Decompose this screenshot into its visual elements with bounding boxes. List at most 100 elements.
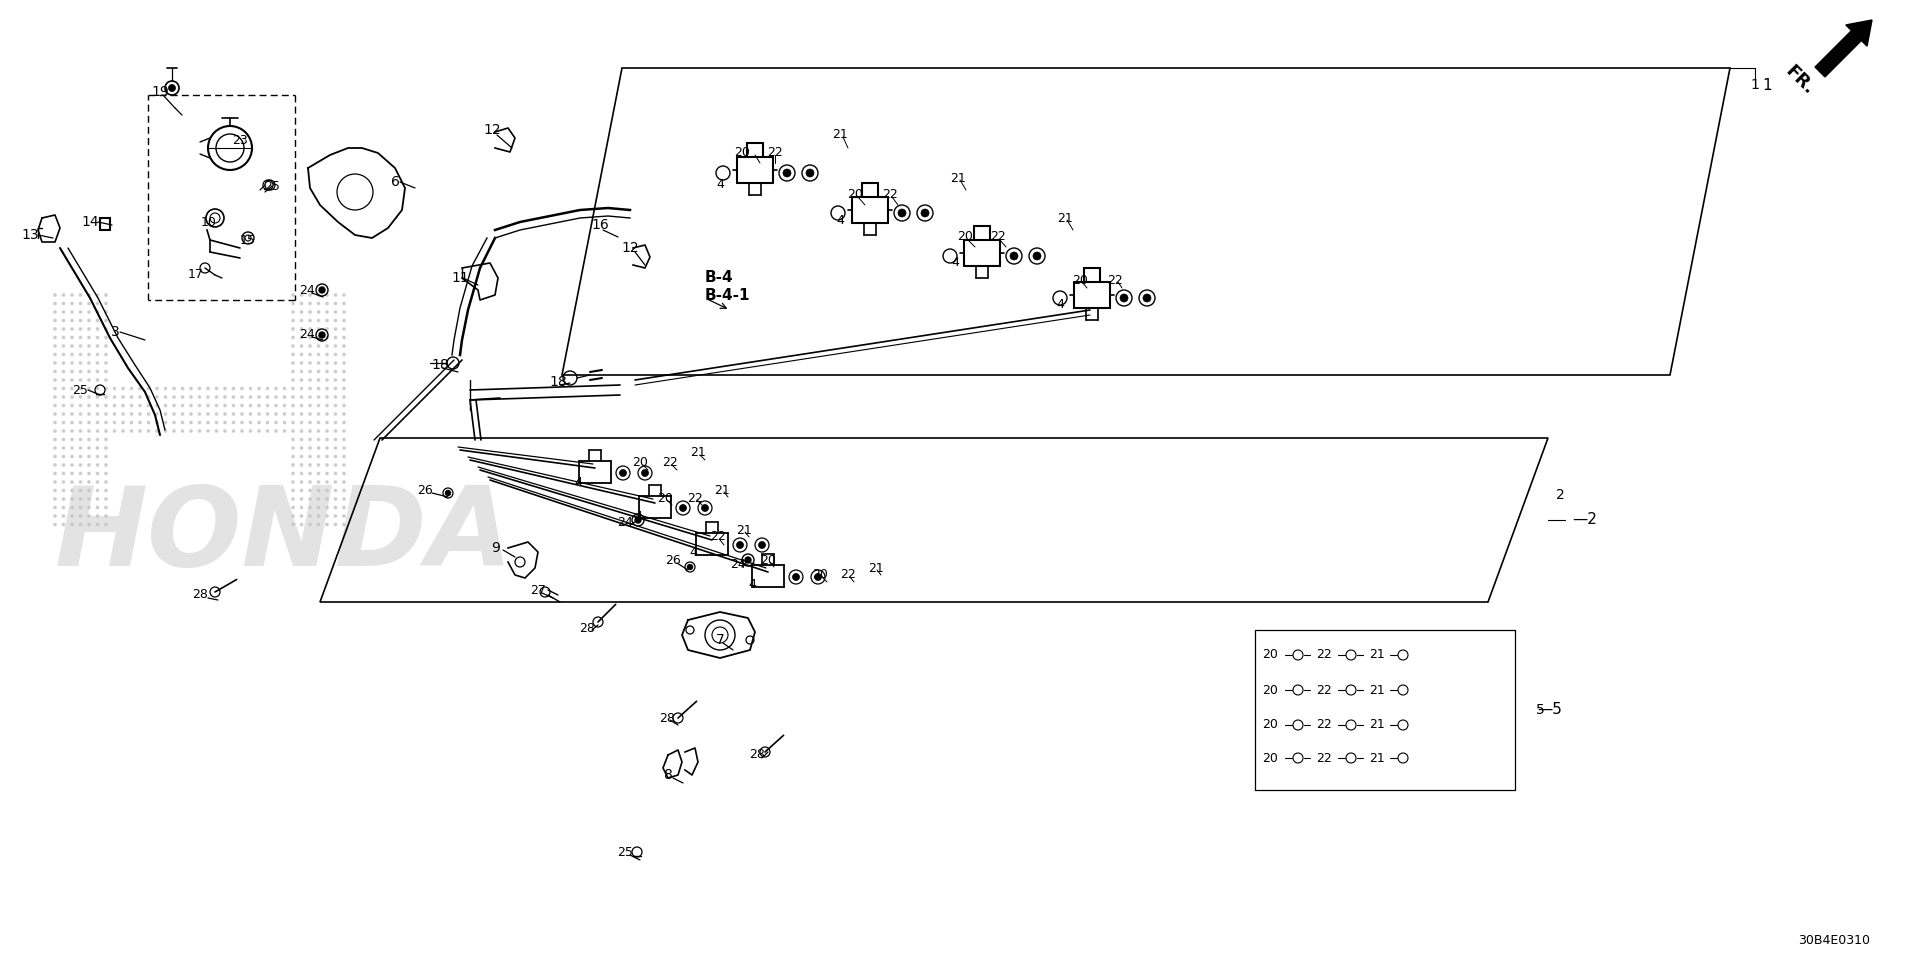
Circle shape	[317, 455, 321, 458]
Circle shape	[86, 438, 90, 442]
Circle shape	[61, 293, 65, 297]
Circle shape	[104, 480, 108, 484]
Circle shape	[334, 497, 338, 501]
Circle shape	[96, 396, 100, 398]
Circle shape	[324, 361, 328, 365]
Circle shape	[309, 293, 311, 297]
Circle shape	[113, 396, 117, 398]
Circle shape	[54, 370, 58, 373]
Text: 21: 21	[1369, 649, 1384, 661]
Circle shape	[86, 370, 90, 373]
Circle shape	[96, 446, 100, 450]
Circle shape	[317, 293, 321, 297]
Circle shape	[292, 506, 296, 510]
Circle shape	[79, 387, 83, 391]
Circle shape	[190, 387, 192, 391]
Circle shape	[163, 387, 167, 391]
Circle shape	[79, 327, 83, 331]
Circle shape	[96, 497, 100, 501]
Text: 3: 3	[111, 325, 119, 339]
Text: 21: 21	[950, 172, 966, 184]
Circle shape	[342, 301, 346, 305]
Circle shape	[324, 480, 328, 484]
Circle shape	[180, 404, 184, 407]
Circle shape	[636, 517, 641, 523]
Circle shape	[324, 446, 328, 450]
Circle shape	[250, 396, 252, 398]
Circle shape	[265, 387, 269, 391]
Circle shape	[334, 464, 338, 467]
Circle shape	[324, 378, 328, 382]
Circle shape	[215, 429, 219, 433]
Circle shape	[79, 429, 83, 433]
Circle shape	[61, 319, 65, 323]
Circle shape	[71, 396, 73, 398]
Circle shape	[163, 396, 167, 398]
Circle shape	[250, 420, 252, 424]
Circle shape	[324, 429, 328, 433]
Circle shape	[300, 506, 303, 510]
Circle shape	[71, 361, 73, 365]
Circle shape	[793, 573, 799, 581]
Circle shape	[54, 438, 58, 442]
Circle shape	[300, 489, 303, 492]
Circle shape	[86, 506, 90, 510]
Circle shape	[342, 515, 346, 517]
Circle shape	[300, 293, 303, 297]
Circle shape	[146, 420, 150, 424]
Circle shape	[309, 420, 311, 424]
Circle shape	[61, 497, 65, 501]
Text: 24: 24	[300, 328, 315, 342]
Circle shape	[680, 505, 687, 512]
Circle shape	[79, 310, 83, 314]
Circle shape	[54, 336, 58, 339]
Circle shape	[309, 345, 311, 348]
Circle shape	[104, 370, 108, 373]
Circle shape	[79, 420, 83, 424]
Circle shape	[86, 471, 90, 475]
Circle shape	[265, 412, 269, 416]
Circle shape	[300, 464, 303, 467]
Text: 28: 28	[192, 588, 207, 602]
Circle shape	[240, 404, 244, 407]
Text: 20: 20	[733, 147, 751, 159]
Circle shape	[86, 412, 90, 416]
Circle shape	[54, 293, 58, 297]
Text: 30B4E0310: 30B4E0310	[1797, 933, 1870, 947]
Circle shape	[121, 420, 125, 424]
Circle shape	[309, 497, 311, 501]
Circle shape	[54, 522, 58, 526]
Circle shape	[324, 420, 328, 424]
Circle shape	[86, 446, 90, 450]
Circle shape	[180, 420, 184, 424]
Circle shape	[265, 396, 269, 398]
Circle shape	[232, 396, 236, 398]
Circle shape	[324, 455, 328, 458]
Circle shape	[317, 352, 321, 356]
Circle shape	[96, 420, 100, 424]
Circle shape	[324, 396, 328, 398]
Text: 22: 22	[1108, 274, 1123, 286]
Circle shape	[79, 455, 83, 458]
Circle shape	[309, 327, 311, 331]
Circle shape	[173, 396, 177, 398]
Circle shape	[79, 396, 83, 398]
Circle shape	[205, 396, 209, 398]
Circle shape	[96, 489, 100, 492]
Circle shape	[104, 352, 108, 356]
Circle shape	[131, 412, 132, 416]
Text: 23: 23	[232, 133, 248, 147]
Text: 4: 4	[716, 179, 724, 191]
Circle shape	[96, 361, 100, 365]
Circle shape	[701, 505, 708, 512]
Circle shape	[334, 293, 338, 297]
Circle shape	[61, 345, 65, 348]
Text: 20: 20	[812, 568, 828, 582]
Circle shape	[104, 310, 108, 314]
Circle shape	[61, 515, 65, 517]
Circle shape	[61, 471, 65, 475]
Circle shape	[79, 515, 83, 517]
Circle shape	[71, 438, 73, 442]
Circle shape	[275, 396, 278, 398]
Text: 22: 22	[1315, 649, 1332, 661]
